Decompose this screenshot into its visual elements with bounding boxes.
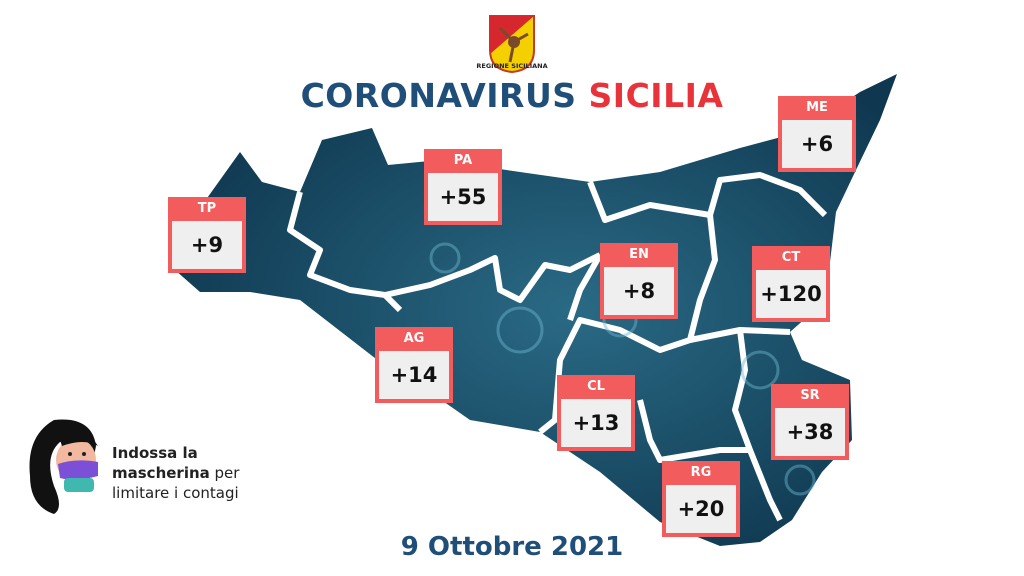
province-box-sr: SR +38 bbox=[771, 384, 849, 460]
logo-text: REGIONE SICILIANA bbox=[476, 62, 548, 70]
province-box-en: EN +8 bbox=[600, 243, 678, 319]
province-box-rg: RG +20 bbox=[662, 461, 740, 537]
province-box-me: ME +6 bbox=[778, 96, 856, 172]
page-title: CORONAVIRUS SICILIA bbox=[300, 76, 724, 115]
masked-girl-illustration bbox=[29, 419, 98, 514]
regione-siciliana-logo bbox=[489, 15, 535, 74]
province-box-ct: CT +120 bbox=[752, 246, 830, 322]
province-box-tp: TP +9 bbox=[168, 197, 246, 273]
mask-message: Indossa la mascherina per limitare i con… bbox=[112, 444, 240, 502]
province-box-ag: AG +14 bbox=[375, 327, 453, 403]
province-box-cl: CL +13 bbox=[557, 375, 635, 451]
province-box-pa: PA +55 bbox=[424, 149, 502, 225]
report-date: 9 Ottobre 2021 bbox=[400, 532, 624, 562]
